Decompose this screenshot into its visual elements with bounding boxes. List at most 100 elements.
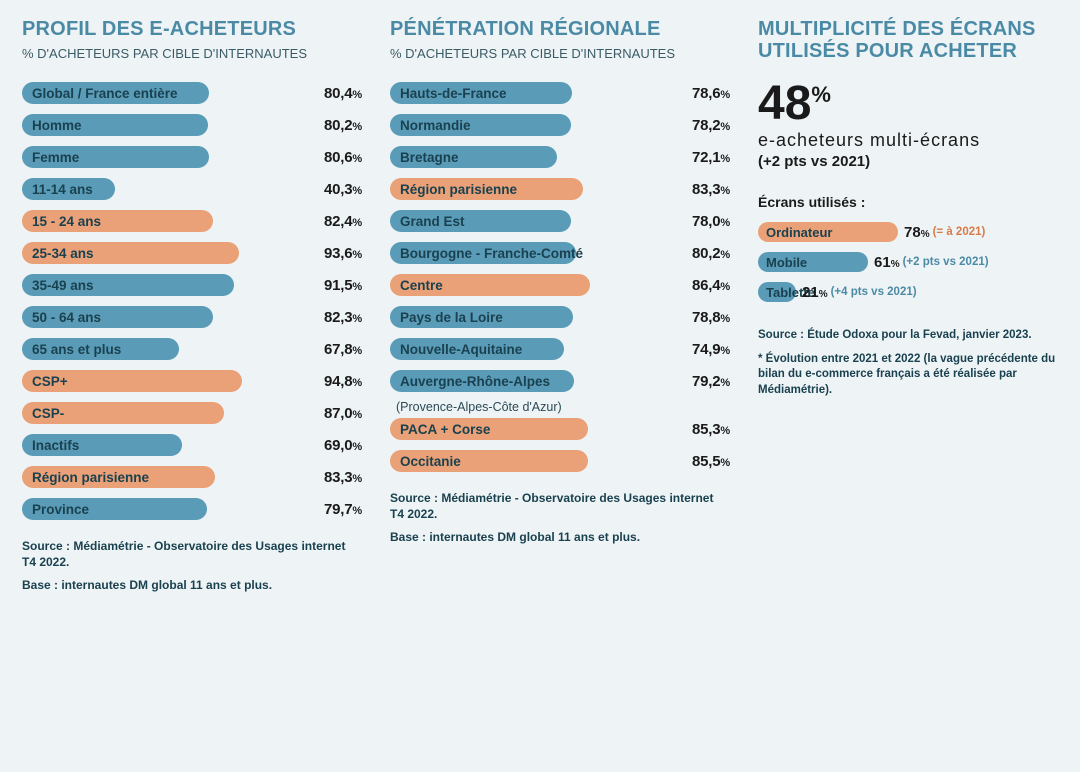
right-title: MULTIPLICITÉ DES ÉCRANS UTILISÉS POUR AC… — [758, 18, 1070, 62]
bar-value: 83,3% — [324, 469, 362, 486]
screen-value: 21% — [802, 284, 828, 301]
middle-subtitle: % D'ACHETEURS PAR CIBLE D'INTERNAUTES — [390, 46, 730, 62]
bar-row: Homme80,2% — [22, 112, 362, 138]
bar-fill: 11-14 ans — [22, 178, 115, 200]
screen-bar: Mobile — [758, 252, 868, 272]
bar-fill: Bourgogne - Franche-Comté — [390, 242, 576, 264]
bar-fill: Femme — [22, 146, 209, 168]
bar-fill: Auvergne-Rhône-Alpes — [390, 370, 574, 392]
bar-row: Région parisienne83,3% — [390, 176, 730, 202]
bar-value: 74,9% — [692, 341, 730, 358]
right-column: MULTIPLICITÉ DES ÉCRANS UTILISÉS POUR AC… — [758, 18, 1070, 593]
bar-value: 93,6% — [324, 245, 362, 262]
bar-row: Nouvelle-Aquitaine74,9% — [390, 336, 730, 362]
screen-label: Ordinateur — [758, 225, 832, 240]
bar-row: Occitanie 85,5% — [390, 448, 730, 474]
bar-label: 15 - 24 ans — [22, 214, 101, 229]
bar-row: Normandie 78,2% — [390, 112, 730, 138]
screen-value: 61% — [874, 254, 900, 271]
bar-row: Femme 80,6% — [22, 144, 362, 170]
bar-row: 15 - 24 ans82,4% — [22, 208, 362, 234]
bar-value: 80,2% — [692, 245, 730, 262]
bar-value: 79,7% — [324, 501, 362, 518]
bar-fill: Inactifs — [22, 434, 182, 456]
bar-fill: Hauts-de-France — [390, 82, 572, 104]
bar-label: Grand Est — [390, 214, 465, 229]
bar-label: Hauts-de-France — [390, 86, 507, 101]
bar-label: Région parisienne — [22, 470, 149, 485]
left-base: Base : internautes DM global 11 ans et p… — [22, 577, 362, 593]
bar-row: Pays de la Loire 78,8% — [390, 304, 730, 330]
screen-evo: (= à 2021) — [933, 226, 986, 238]
bar-value: 78,2% — [692, 117, 730, 134]
bar-row: PACA + Corse 85,3% — [390, 416, 730, 442]
bar-value: 69,0% — [324, 437, 362, 454]
bar-value: 85,5% — [692, 453, 730, 470]
big-stat: 48% — [758, 80, 1070, 128]
bar-label: Normandie — [390, 118, 471, 133]
bar-row: Province79,7% — [22, 496, 362, 522]
bar-fill: Grand Est — [390, 210, 571, 232]
screen-bar: Ordinateur — [758, 222, 898, 242]
bar-value: 82,3% — [324, 309, 362, 326]
page-columns: PROFIL DES E-ACHETEURS % D'ACHETEURS PAR… — [22, 18, 1058, 593]
bar-row: CSP+94,8% — [22, 368, 362, 394]
bar-label: Homme — [22, 118, 82, 133]
bar-row: Hauts-de-France78,6% — [390, 80, 730, 106]
bar-fill: Bretagne — [390, 146, 557, 168]
bar-fill: Occitanie — [390, 450, 588, 472]
bar-value: 85,3% — [692, 421, 730, 438]
bar-value: 80,6% — [324, 149, 362, 166]
bar-row: Inactifs 69,0% — [22, 432, 362, 458]
bar-value: 72,1% — [692, 149, 730, 166]
bar-fill: Pays de la Loire — [390, 306, 573, 328]
big-stat-pct: % — [811, 82, 831, 107]
middle-bar-list: Hauts-de-France78,6% Normandie 78,2% Bretag… — [390, 80, 730, 480]
screen-evo: (+4 pts vs 2021) — [831, 286, 917, 298]
bar-row: 35-49 ans 91,5% — [22, 272, 362, 298]
bar-value: 40,3% — [324, 181, 362, 198]
bar-label: Bourgogne - Franche-Comté — [390, 246, 583, 261]
left-column: PROFIL DES E-ACHETEURS % D'ACHETEURS PAR… — [22, 18, 362, 593]
bar-label: 25-34 ans — [22, 246, 94, 261]
bar-label: CSP- — [22, 406, 64, 421]
screen-bar: Tablette — [758, 282, 796, 302]
bar-row: 65 ans et plus67,8% — [22, 336, 362, 362]
bar-label: Centre — [390, 278, 443, 293]
bar-fill: Région parisienne — [22, 466, 215, 488]
bar-label: PACA + Corse — [390, 422, 490, 437]
big-stat-label: e-acheteurs multi-écrans — [758, 130, 1070, 151]
big-stat-evo: (+2 pts vs 2021) — [758, 153, 1070, 170]
bar-value: 91,5% — [324, 277, 362, 294]
bar-label: 50 - 64 ans — [22, 310, 101, 325]
bar-label: CSP+ — [22, 374, 68, 389]
bar-fill: 35-49 ans — [22, 274, 234, 296]
bar-fill: Homme — [22, 114, 208, 136]
bar-value: 87,0% — [324, 405, 362, 422]
bar-row: 11-14 ans 40,3% — [22, 176, 362, 202]
bar-label: Femme — [22, 150, 79, 165]
bar-fill: Région parisienne — [390, 178, 583, 200]
bar-value: 80,4% — [324, 85, 362, 102]
bar-value: 78,0% — [692, 213, 730, 230]
bar-label: Bretagne — [390, 150, 459, 165]
bar-label: Inactifs — [22, 438, 79, 453]
screens-list: Ordinateur 78%(= à 2021) Mobile 61%(+2 pts … — [758, 220, 1070, 310]
bar-fill: 15 - 24 ans — [22, 210, 213, 232]
bar-label: Occitanie — [390, 454, 461, 469]
screens-title: Écrans utilisés : — [758, 194, 1070, 210]
bar-row: Centre 86,4% — [390, 272, 730, 298]
bar-fill: 25-34 ans — [22, 242, 239, 264]
bar-value: 67,8% — [324, 341, 362, 358]
screen-evo: (+2 pts vs 2021) — [903, 256, 989, 268]
left-subtitle: % D'ACHETEURS PAR CIBLE D'INTERNAUTES — [22, 46, 362, 62]
bar-value: 86,4% — [692, 277, 730, 294]
big-stat-value: 48 — [758, 77, 811, 130]
right-foot-note: * Évolution entre 2021 et 2022 (la vague… — [758, 352, 1070, 399]
bar-label: Auvergne-Rhône-Alpes — [390, 374, 550, 389]
bar-fill: CSP+ — [22, 370, 242, 392]
screen-value: 78% — [904, 224, 930, 241]
bar-value: 78,8% — [692, 309, 730, 326]
bar-row: Bourgogne - Franche-Comté 80,2% — [390, 240, 730, 266]
bar-fill: Normandie — [390, 114, 571, 136]
